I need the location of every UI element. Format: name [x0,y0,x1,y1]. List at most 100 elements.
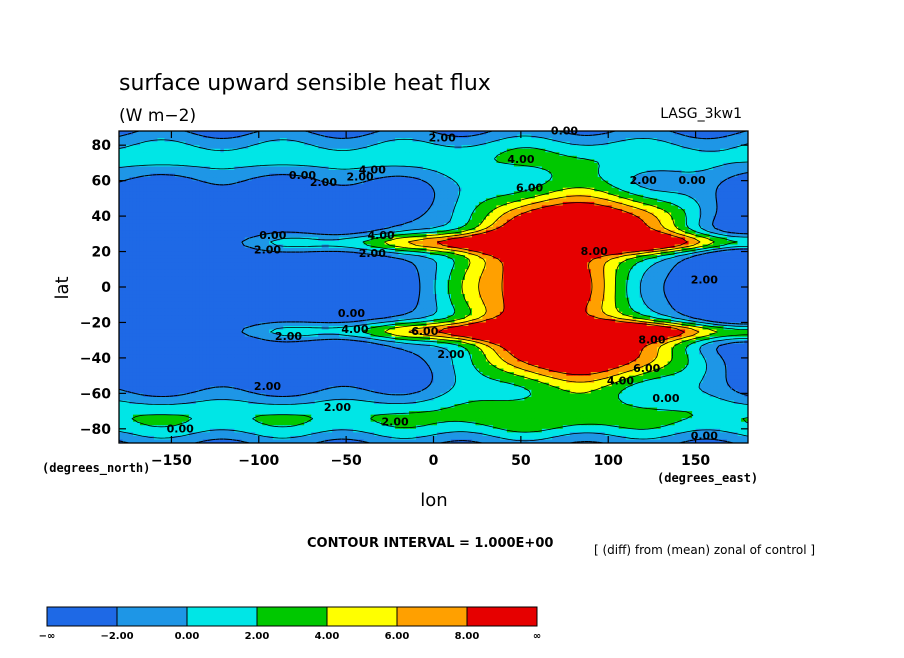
field-cell [461,155,466,160]
field-cell [290,209,295,214]
field-cell [279,187,284,192]
field-cell [482,148,487,153]
field-cell [195,216,200,221]
field-cell [209,141,214,146]
field-cell [433,145,438,150]
field-cell [269,184,274,189]
field-cell [583,145,588,150]
field-cell [136,212,141,217]
field-cell [311,209,316,214]
field-cell [220,216,225,221]
field-cell [699,219,704,224]
field-cell [548,194,553,199]
field-cell [181,141,186,146]
field-cell [639,194,644,199]
field-cell [307,223,312,228]
field-cell [541,155,546,160]
field-cell [307,134,312,139]
field-cell [653,152,658,157]
field-cell [468,201,473,207]
field-cell [146,145,152,150]
field-cell [276,198,281,203]
field-cell [412,223,417,228]
field-cell [604,134,609,139]
field-cell [195,131,200,136]
field-cell [202,216,207,221]
field-cell [220,180,225,185]
field-cell [391,155,396,160]
field-cell [251,198,256,203]
field-cell [391,180,396,185]
field-cell [157,170,162,175]
field-cell [664,216,669,221]
field-cell [527,226,532,231]
field-cell [416,134,421,139]
field-cell [503,155,508,160]
field-cell [213,219,218,224]
field-cell [363,205,368,210]
field-cell [426,198,431,203]
field-cell [524,212,529,217]
field-cell [681,148,686,153]
field-cell [153,223,159,228]
field-cell [192,223,197,228]
field-cell [202,198,207,203]
field-cell [213,141,218,146]
field-cell [248,198,253,203]
field-cell [611,152,616,157]
field-cell [520,223,525,228]
field-cell [426,159,431,164]
field-cell [622,212,627,217]
field-cell [220,138,225,143]
field-cell [220,134,225,139]
field-cell [290,191,295,196]
field-cell [363,152,368,157]
field-cell [576,152,581,157]
field-cell [325,194,330,199]
field-cell [604,187,609,192]
field-cell [559,191,564,196]
field-cell [461,223,466,228]
field-cell [293,166,298,171]
field-cell [430,209,435,214]
field-cell [223,187,228,192]
field-cell [737,212,742,217]
field-cell [520,152,525,157]
field-cell [464,223,470,228]
field-cell [503,152,508,157]
field-cell [464,170,470,175]
field-cell [276,145,281,150]
field-cell [297,201,302,207]
field-cell [597,170,602,175]
field-cell [744,209,748,214]
field-cell [499,216,504,221]
field-cell [510,152,515,157]
field-cell [213,159,218,164]
field-cell [433,177,438,182]
field-cell [608,152,613,157]
field-cell [283,155,288,160]
field-cell [744,191,748,196]
field-cell [398,201,403,207]
field-cell [454,170,459,175]
field-cell [692,223,697,228]
field-cell [328,180,333,185]
field-cell [220,141,225,146]
field-cell [587,209,592,214]
field-cell [297,166,302,171]
field-cell [349,212,354,217]
field-cell [272,180,277,185]
field-cell [234,201,239,207]
field-cell [150,201,155,207]
field-cell [734,187,739,192]
field-cell [174,166,179,171]
field-cell [681,187,686,192]
field-cell [209,131,214,136]
field-cell [632,162,637,168]
field-cell [363,191,368,196]
field-cell [562,138,567,143]
field-cell [307,198,312,203]
field-cell [157,173,162,178]
field-cell [346,148,351,153]
